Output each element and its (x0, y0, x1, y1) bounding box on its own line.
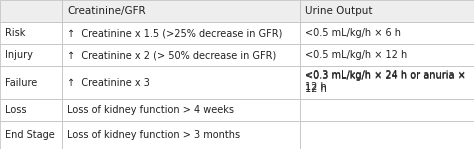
Text: Failure: Failure (5, 77, 37, 87)
Bar (0, 0, 62, 22)
Bar (300, 99, 474, 121)
Bar (300, 22, 474, 44)
Text: Urine Output: Urine Output (305, 6, 373, 16)
Text: Creatinine/GFR: Creatinine/GFR (67, 6, 146, 16)
Text: Loss of kidney function > 4 weeks: Loss of kidney function > 4 weeks (67, 105, 234, 115)
Bar (0, 22, 62, 44)
Bar (0, 99, 62, 121)
Text: <0.5 mL/kg/h × 6 h: <0.5 mL/kg/h × 6 h (305, 28, 401, 38)
Text: <0.3 mL/kg/h × 24 h or anuria ×
12 h: <0.3 mL/kg/h × 24 h or anuria × 12 h (305, 71, 466, 94)
Bar (300, 44, 474, 66)
Bar (300, 66, 474, 99)
Text: <0.5 mL/kg/h × 12 h: <0.5 mL/kg/h × 12 h (305, 50, 407, 60)
Bar (62, 99, 300, 121)
Bar (62, 22, 300, 44)
Bar (0, 121, 62, 149)
Text: Injury: Injury (5, 50, 33, 60)
Text: ↑  Creatinine x 1.5 (>25% decrease in GFR): ↑ Creatinine x 1.5 (>25% decrease in GFR… (67, 28, 283, 38)
Bar (62, 44, 300, 66)
Bar (300, 66, 474, 99)
Bar (62, 66, 300, 99)
Bar (0, 44, 62, 66)
Text: ↑  Creatinine x 3: ↑ Creatinine x 3 (67, 77, 150, 87)
Bar (62, 0, 300, 22)
Bar (0, 66, 62, 99)
Bar (300, 121, 474, 149)
Bar (62, 121, 300, 149)
Text: Loss of kidney function > 3 months: Loss of kidney function > 3 months (67, 130, 240, 140)
Text: ↑  Creatinine x 2 (> 50% decrease in GFR): ↑ Creatinine x 2 (> 50% decrease in GFR) (67, 50, 276, 60)
Text: <0.3 mL/kg/h × 24 h or anuria ×
12 h: <0.3 mL/kg/h × 24 h or anuria × 12 h (305, 70, 466, 92)
Text: Risk: Risk (5, 28, 26, 38)
Text: End Stage: End Stage (5, 130, 55, 140)
Bar (300, 0, 474, 22)
Text: Loss: Loss (5, 105, 27, 115)
